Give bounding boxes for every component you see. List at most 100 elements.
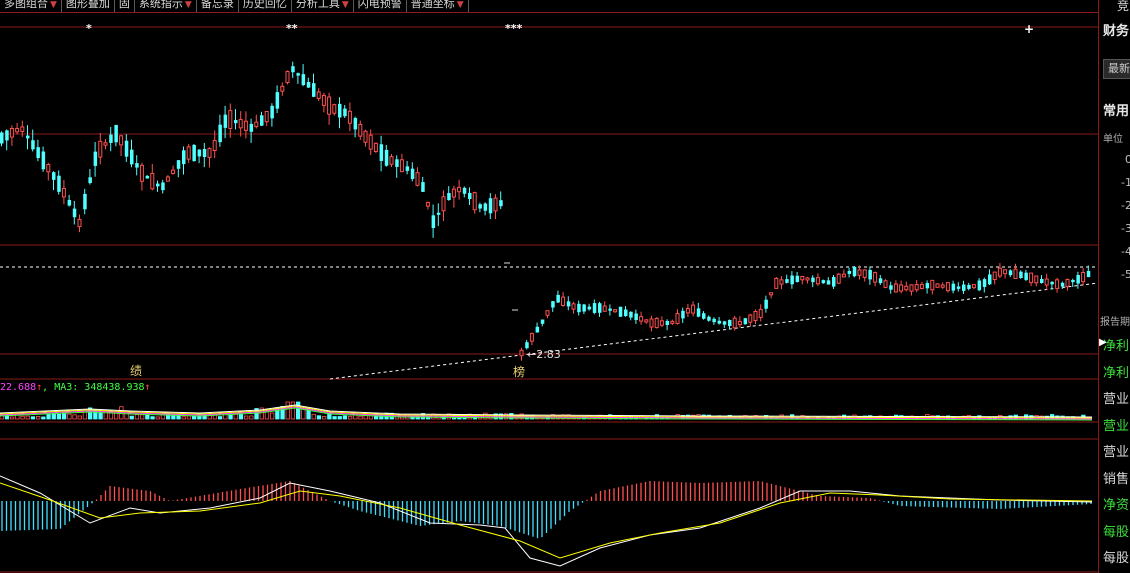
candle [103,139,108,150]
candle [332,103,337,116]
chevron-down-icon[interactable]: ▼ [456,0,464,10]
chevron-down-icon[interactable]: ▼ [184,0,192,10]
finance-row-3[interactable]: 营业 [1103,418,1130,434]
finance-row-0[interactable]: 净利 [1103,339,1130,354]
candle [499,191,503,210]
toolbar-right-label[interactable]: 竞 [1117,0,1130,13]
candle [659,316,664,328]
candle [889,281,893,294]
finance-row-1[interactable]: 净利 [1103,365,1130,381]
toolbar-item-8[interactable]: 普通坐标 ▼ [407,0,469,12]
toolbar-item-6[interactable]: 分析工具 ▼ [292,0,354,12]
toolbar-item-label: 系统指示 [138,0,183,10]
candle [0,131,4,147]
macd-histogram [1,481,1092,539]
candle [343,104,347,119]
candle [753,309,758,325]
finance-row-5[interactable]: 销售 [1103,471,1130,487]
candle [61,179,66,205]
finance-row-7[interactable]: 每股 [1103,524,1130,540]
candle [556,290,560,303]
finance-axis-value: -5 [1121,268,1130,281]
candle [529,332,534,346]
finance-row-2[interactable]: 营业 [1103,392,1130,407]
candle [36,139,40,162]
candle [431,204,436,238]
candle [264,110,269,127]
report-period-label: 报告期 [1100,317,1130,328]
candle [1029,272,1034,287]
candle [758,304,763,322]
candle [956,282,961,292]
candle [156,180,160,192]
candle [852,265,857,278]
toolbar-item-0[interactable]: 多图组合 ▼ [0,0,62,12]
candle [260,111,264,126]
volume-ma-lines [0,404,1093,421]
candle [399,153,404,173]
candle [811,275,815,288]
candle [919,281,924,290]
candle [982,277,987,293]
candle [935,283,940,288]
candle [545,310,550,319]
candle [52,171,56,191]
stock-tag-bang[interactable]: 榜 [513,364,525,379]
candle [130,139,134,168]
candle [925,280,930,294]
chevron-down-icon[interactable]: ▼ [50,0,57,10]
toolbar-item-3[interactable]: 系统指示 ▼ [135,0,197,12]
toolbar-item-5[interactable]: 历史回忆 [239,0,292,12]
candle [629,311,633,321]
toolbar-item-1[interactable]: 图形叠加 [62,0,115,12]
candle [384,144,389,167]
candle [57,170,61,195]
candle [77,214,82,233]
volume-legend: 22.688↑, MA3: 348438.938↑ [0,382,151,393]
candle [368,129,373,156]
marker-star-1: * [86,22,92,35]
volume-bar [77,415,82,420]
volume-bar [155,416,160,420]
candle [347,102,352,132]
candle [483,202,488,216]
candle [451,185,456,208]
stock-tag-ji[interactable]: 绩 [130,364,142,378]
candle [967,282,971,291]
ma2-arrow: ↑ [36,382,42,393]
toolbar-item-2[interactable]: 固 [115,0,135,12]
candle [493,194,498,220]
candle [951,280,956,294]
latest-button[interactable]: 最新 [1103,59,1130,79]
finance-row-6[interactable]: 净资 [1103,498,1130,513]
candle [675,309,680,325]
candle [649,315,654,332]
candle [98,132,103,165]
candle [462,186,467,198]
candle [1081,267,1086,286]
candle [717,316,722,325]
stock-chart[interactable]: * ** *** + ←2.83 绩 榜 22.688↑, MA3: 34843… [0,13,1098,573]
candle [441,190,446,222]
candle [847,267,852,278]
finance-axis-value: -2 [1121,199,1130,212]
volume-bar [56,413,62,420]
candle [722,320,727,328]
finance-row-4[interactable]: 营业 [1103,445,1130,460]
volume-bar [243,415,249,420]
candle [582,303,586,315]
volume-ma-line [0,407,1093,421]
chevron-down-icon[interactable]: ▼ [341,0,349,10]
volume-bar [150,416,155,420]
toolbar-item-7[interactable]: 闪电预警 [354,0,407,12]
toolbar-item-4[interactable]: 备忘录 [197,0,239,12]
candle [893,280,898,293]
candle [971,284,976,289]
candle [836,272,841,284]
candle [815,273,820,286]
candle [223,105,228,139]
toolbar-item-label: 普通坐标 [410,0,455,10]
candle [207,147,212,168]
finance-row-8[interactable]: 每股 [1103,551,1130,566]
volume-bar [51,413,56,420]
